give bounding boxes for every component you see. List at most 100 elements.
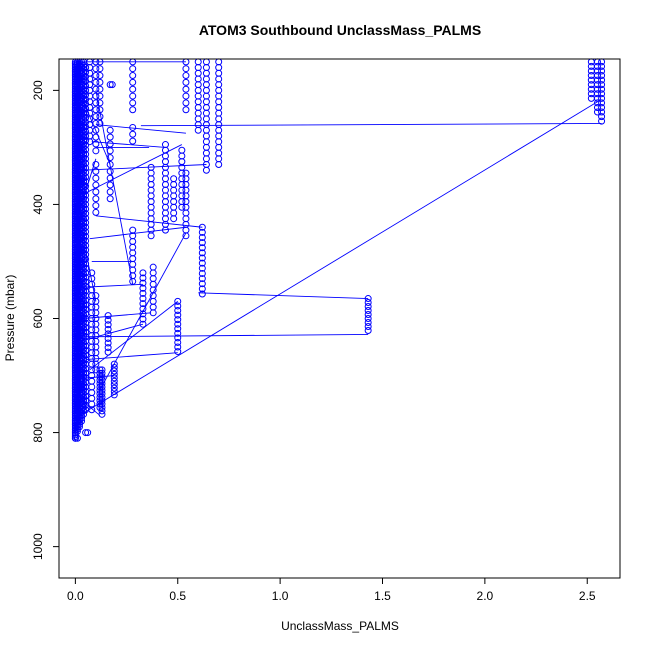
data-point	[80, 253, 88, 261]
y-axis-label: Pressure (mbar)	[3, 275, 17, 362]
data-point	[82, 200, 90, 208]
data-point	[106, 161, 114, 169]
data-point	[110, 377, 118, 385]
data-point	[73, 414, 81, 422]
data-point	[82, 100, 90, 108]
chart-title: ATOM3 Southbound UnclassMass_PALMS	[199, 22, 481, 38]
data-point	[129, 277, 137, 285]
data-point	[80, 246, 88, 254]
data-point	[139, 289, 147, 297]
y-axis: 200 400 600 800 1000	[31, 80, 59, 560]
data-point	[82, 301, 90, 309]
data-point	[106, 167, 114, 175]
data-point	[80, 157, 88, 165]
data-point	[106, 195, 114, 203]
data-point	[82, 77, 90, 85]
data-point	[82, 155, 90, 163]
connecting-line	[89, 301, 179, 371]
data-point	[82, 324, 90, 332]
data-point	[147, 232, 155, 240]
data-point	[80, 89, 88, 97]
data-point	[106, 133, 114, 141]
data-point	[104, 334, 112, 342]
data-point	[96, 72, 104, 80]
data-point	[78, 417, 86, 425]
data-point	[92, 99, 100, 107]
data-point	[80, 171, 88, 179]
data-point	[110, 360, 118, 368]
data-point	[86, 138, 94, 146]
connecting-line	[95, 215, 203, 228]
data-point	[80, 260, 88, 268]
data-point	[110, 374, 118, 382]
data-point	[174, 329, 182, 337]
x-tick-label: 1.5	[374, 589, 391, 603]
x-axis-label: UnclassMass_PALMS	[281, 619, 399, 633]
data-point	[106, 140, 114, 148]
data-point	[92, 188, 100, 196]
data-point	[215, 161, 223, 169]
data-point	[98, 369, 106, 377]
data-point	[82, 168, 90, 176]
data-point	[139, 295, 147, 303]
data-point	[104, 339, 112, 347]
data-point	[593, 103, 601, 111]
y-tick-label: 400	[31, 194, 45, 214]
data-point	[80, 273, 88, 281]
data-point	[82, 214, 90, 222]
data-point	[129, 92, 137, 100]
data-point	[82, 137, 90, 145]
data-point	[82, 392, 90, 400]
connecting-line	[85, 352, 178, 361]
data-point	[82, 159, 90, 167]
data-point	[174, 338, 182, 346]
data-point	[82, 369, 90, 377]
data-point	[139, 320, 147, 328]
data-point	[198, 239, 206, 247]
data-point	[364, 322, 372, 330]
data-point	[98, 380, 106, 388]
data-point	[73, 418, 81, 426]
data-point	[92, 195, 100, 203]
data-point	[80, 362, 88, 370]
data-point	[82, 146, 90, 154]
data-point	[104, 348, 112, 356]
data-point	[98, 386, 106, 394]
data-point	[96, 85, 104, 93]
data-point	[80, 232, 88, 240]
data-point	[82, 210, 90, 218]
data-point	[593, 94, 601, 102]
connecting-line	[91, 141, 166, 148]
data-point	[129, 106, 137, 114]
data-point	[92, 181, 100, 189]
data-point	[139, 274, 147, 282]
data-point	[182, 65, 190, 73]
data-point	[110, 388, 118, 396]
data-point	[82, 173, 90, 181]
data-point	[106, 126, 114, 134]
data-point	[364, 295, 372, 303]
data-point	[96, 99, 104, 107]
data-point	[593, 67, 601, 75]
data-point	[106, 154, 114, 162]
connecting-line	[140, 122, 602, 127]
x-tick-label: 0.5	[169, 589, 186, 603]
connecting-line	[79, 101, 598, 416]
data-point	[82, 82, 90, 90]
data-point	[198, 275, 206, 283]
data-point	[82, 109, 90, 117]
data-point	[82, 228, 90, 236]
data-point	[80, 123, 88, 131]
data-point	[364, 326, 372, 334]
data-point	[82, 429, 90, 437]
data-point	[593, 72, 601, 80]
data-point	[98, 403, 106, 411]
data-point	[139, 269, 147, 277]
data-point	[129, 137, 137, 145]
data-point	[98, 410, 106, 418]
data-point	[593, 85, 601, 93]
x-tick-label: 0.0	[67, 589, 84, 603]
data-point	[80, 397, 88, 405]
data-point	[82, 205, 90, 213]
data-point	[593, 81, 601, 89]
